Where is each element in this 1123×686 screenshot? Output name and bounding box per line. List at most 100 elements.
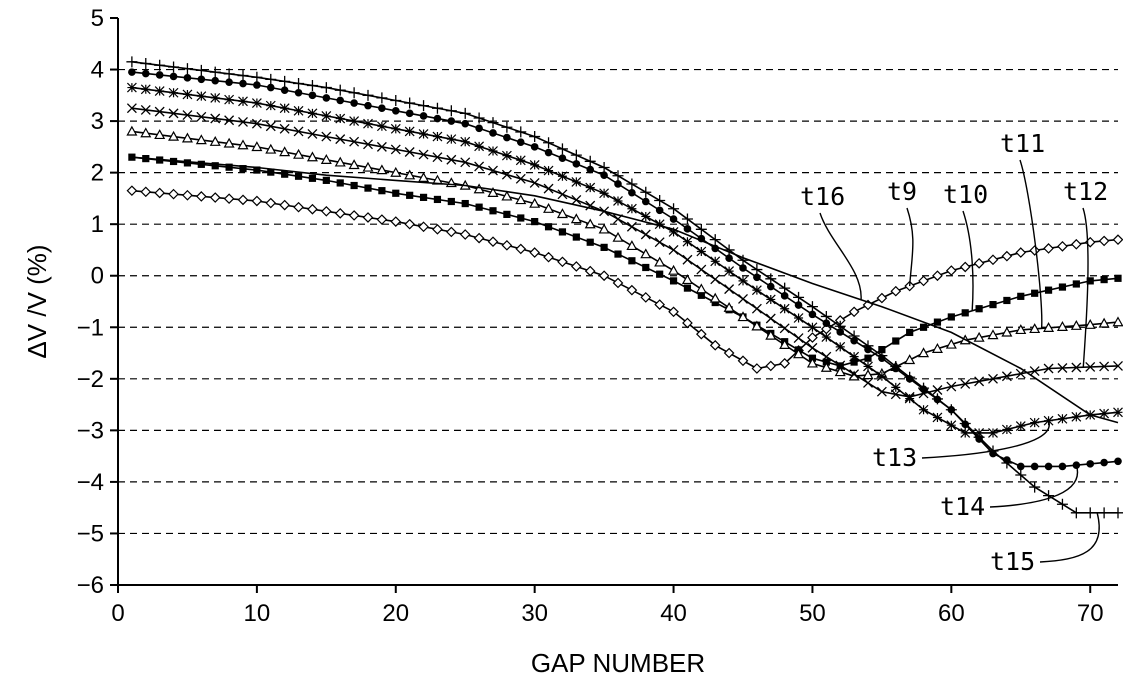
data-point [572,160,581,168]
x-tick-label: 10 [244,600,271,627]
data-point [904,371,916,383]
data-point [862,340,874,352]
series-line-t13 [131,86,1119,434]
data-point [169,72,178,81]
data-point [987,254,999,266]
data-point [572,233,580,241]
data-point [475,124,483,133]
data-point [447,197,455,206]
data-point [363,139,373,150]
series-line-t16 [131,156,1119,424]
data-point [947,313,955,321]
data-point [946,381,957,392]
data-point [959,417,971,429]
data-point [556,143,568,155]
data-point [1113,407,1123,418]
data-point [140,104,151,115]
y-tick-label: 4 [91,57,104,84]
data-point [239,79,247,88]
series-line-t12 [131,107,1119,398]
x-tick-label: 30 [521,600,548,627]
data-point [349,116,360,127]
data-point [738,293,748,304]
data-point [820,310,832,322]
series-t12 [126,103,1123,402]
data-point [294,88,303,97]
data-point [738,275,748,286]
data-point [489,129,497,137]
y-tick-label: 5 [91,5,104,32]
data-point [682,254,693,265]
data-point [530,143,539,151]
data-point [723,301,735,312]
data-point [835,360,846,371]
data-point [614,180,622,188]
data-point [904,393,915,404]
data-point [642,263,650,272]
data-point [973,258,985,269]
data-point [168,61,180,73]
leader-line-t14 [989,464,1079,508]
data-point [1114,457,1122,466]
data-point [364,184,372,192]
data-point [211,76,220,85]
data-point [876,350,888,362]
data-point [322,176,330,184]
data-point [1085,362,1096,372]
data-point [1043,363,1054,374]
data-point [987,329,999,340]
data-point [919,323,928,331]
data-point [195,191,207,202]
data-point [571,176,582,187]
data-point [959,261,971,273]
data-point [155,71,164,79]
data-point [640,186,652,198]
data-point [223,193,235,205]
data-point [654,256,666,267]
data-point [682,236,693,247]
data-point [918,382,930,394]
data-point [1072,280,1080,288]
data-point [433,114,442,123]
data-point [529,159,540,170]
data-point [182,110,193,121]
data-point [975,305,983,313]
data-point [1029,245,1041,256]
data-point [209,135,221,146]
data-point [1001,326,1013,337]
data-point [168,188,179,200]
data-point [695,223,707,235]
data-point [614,250,622,258]
x-tick-label: 60 [938,600,965,627]
data-point [223,137,235,148]
data-point [751,363,763,374]
data-point [709,234,721,246]
data-point [183,74,192,82]
data-point [1001,250,1013,262]
data-point [350,99,358,107]
data-point [364,101,372,110]
data-point [306,151,318,162]
data-point [626,284,638,296]
data-point [613,196,623,206]
data-point [779,282,791,294]
data-point [668,264,680,275]
data-point [433,195,442,204]
data-point [876,292,888,304]
data-point [820,361,832,372]
data-point [1031,289,1039,297]
y-tick-label: −4 [77,469,104,496]
data-point [488,146,498,156]
data-point [654,194,666,206]
data-point [1084,507,1096,519]
data-point [598,270,610,282]
data-point [753,273,761,282]
data-point [612,231,624,242]
data-point [501,239,513,251]
data-point [1056,498,1068,510]
data-point [946,420,957,431]
data-point [696,264,707,275]
series-t16 [131,156,1119,424]
data-point [196,111,207,122]
data-point [626,240,638,251]
